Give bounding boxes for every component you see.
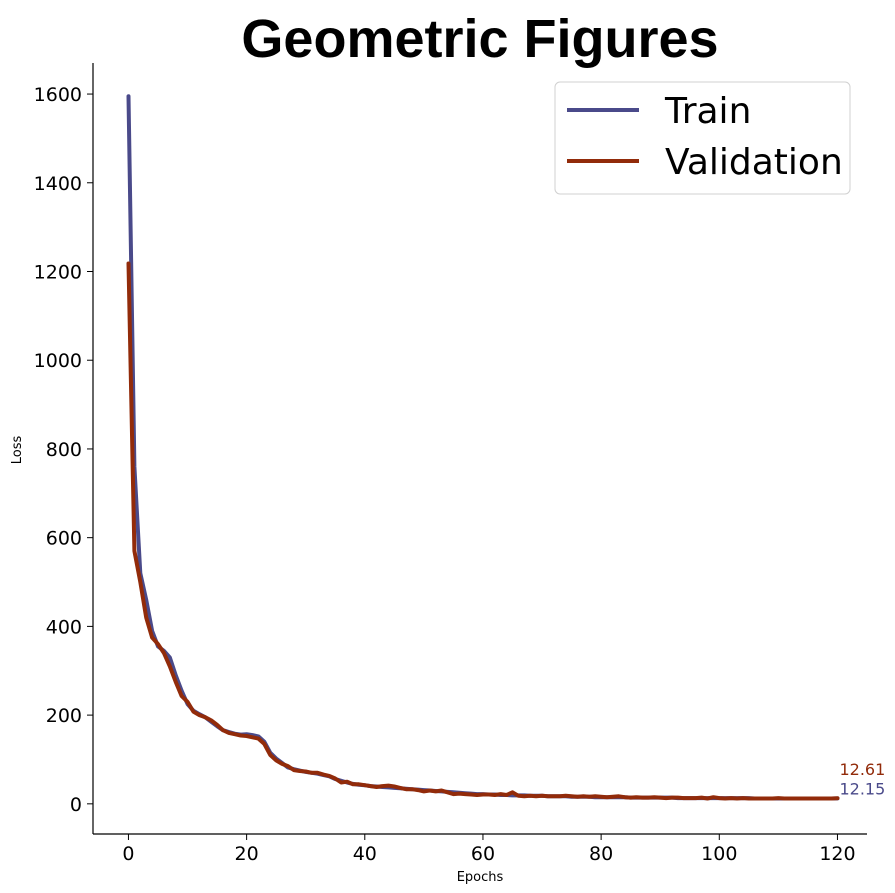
y-tick-label: 600 [46,528,82,550]
final-value-label-train: 12.15 [839,779,885,798]
x-tick-label: 120 [819,843,855,865]
legend-label-train: Train [664,91,751,132]
legend: Train Validation [554,81,851,195]
x-ticks: 0 20 40 60 80 100 120 [122,834,856,865]
y-tick-label: 1600 [34,84,82,106]
y-tick-label: 200 [46,705,82,727]
x-tick-label: 60 [471,843,495,865]
series-line-train [126,94,840,801]
x-tick-label: 40 [353,843,377,865]
y-tick-label: 1400 [34,173,82,195]
x-tick-label: 100 [701,843,737,865]
final-value-label-validation: 12.61 [839,760,885,779]
y-ticks: 0 200 400 600 800 1000 1200 1400 1600 [34,84,93,816]
series-line-validation [126,261,840,801]
y-tick-label: 1200 [34,261,82,283]
x-axis-label: Epochs [457,870,504,885]
legend-label-validation: Validation [665,142,843,183]
x-tick-label: 80 [589,843,613,865]
y-tick-label: 400 [46,616,82,638]
y-tick-label: 1000 [34,350,82,372]
chart-title: Geometric Figures [241,9,718,69]
series-lines [126,94,840,801]
x-tick-label: 20 [235,843,259,865]
y-tick-label: 800 [46,439,82,461]
y-tick-label: 0 [70,794,82,816]
x-tick-label: 0 [122,843,134,865]
y-axis-label: Loss [10,436,25,465]
